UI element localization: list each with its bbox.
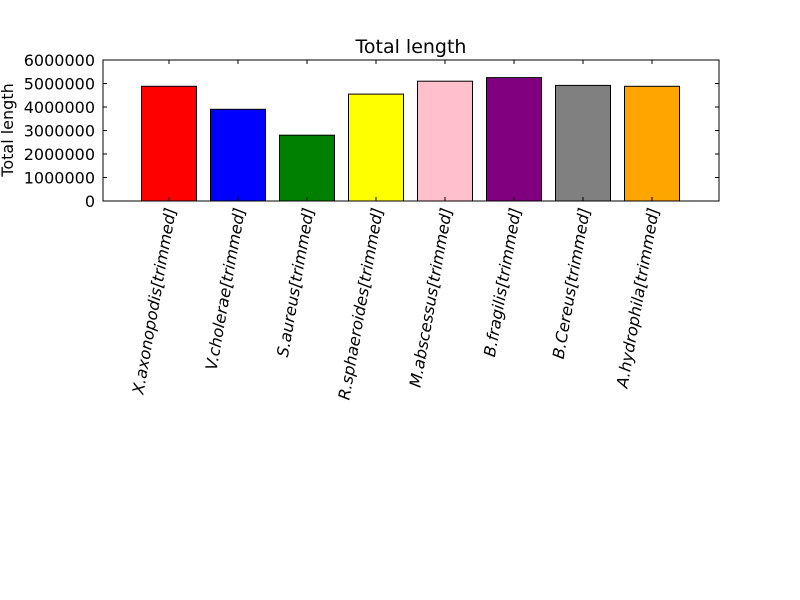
y-tick-label: 4000000 <box>24 98 95 117</box>
x-tick-label: B.fragilis[trimmed] <box>480 206 525 358</box>
y-tick-label: 2000000 <box>24 145 95 164</box>
bar-B.Cereus[trimmed] <box>555 84 611 202</box>
y-tick-label: 5000000 <box>24 75 95 94</box>
y-tick-label: 1000000 <box>24 169 95 188</box>
x-tick-label: X.axonopodis[trimmed] <box>128 206 180 396</box>
bar-R.sphaeroides[trimmed] <box>348 93 404 202</box>
bar-M.abscessus[trimmed] <box>417 80 473 202</box>
bar-A.hydrophila[trimmed] <box>624 85 680 202</box>
x-tick-label: B.Cereus[trimmed] <box>549 206 594 360</box>
bars-layer <box>141 77 680 202</box>
y-axis-label: Total length <box>0 83 17 177</box>
bar-S.aureus[trimmed] <box>279 134 335 202</box>
x-tick-label: A.hydrophila[trimmed] <box>612 206 663 390</box>
y-tick-label: 3000000 <box>24 122 95 141</box>
x-tick-label: R.sphaeroides[trimmed] <box>334 206 387 401</box>
x-axis-ticks: X.axonopodis[trimmed] V.cholerae[trimmed]… <box>128 206 663 401</box>
bar-B.fragilis[trimmed] <box>486 77 542 202</box>
chart-title: Total length <box>355 36 467 58</box>
x-tick-label: S.aureus[trimmed] <box>273 206 318 358</box>
y-axis-ticks: 0 1000000 2000000 3000000 4000000 5000000 6000… <box>24 51 719 211</box>
x-tick-label: M.abscessus[trimmed] <box>406 206 456 388</box>
x-tick-label: V.cholerae[trimmed] <box>202 206 249 371</box>
y-tick-label: 6000000 <box>24 51 95 70</box>
y-tick-label: 0 <box>85 192 95 211</box>
bar-V.cholerae[trimmed] <box>210 108 266 202</box>
bar-X.axonopodis[trimmed] <box>141 85 197 202</box>
